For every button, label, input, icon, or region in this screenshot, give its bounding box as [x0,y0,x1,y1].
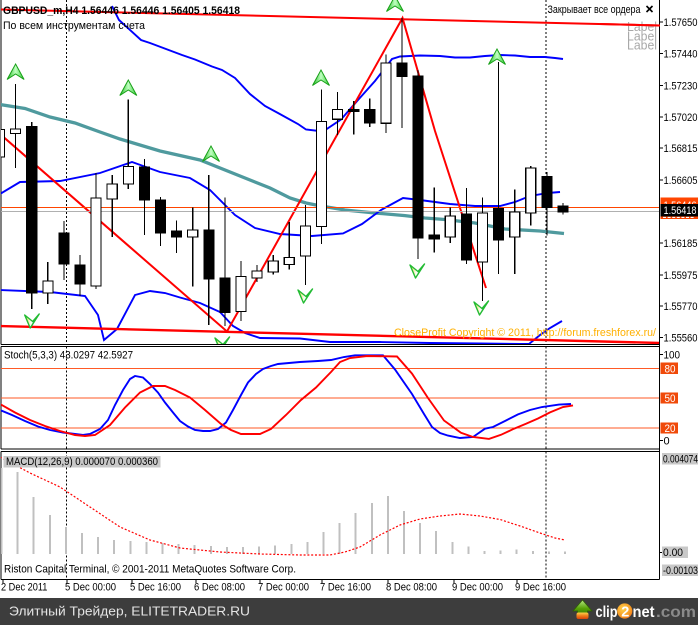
svg-text:1.57650: 1.57650 [664,17,698,29]
svg-text:1.55770: 1.55770 [664,301,698,313]
svg-text:0: 0 [664,436,670,448]
svg-text:clip: clip [596,604,618,621]
svg-text:1.56605: 1.56605 [664,175,698,187]
svg-text:1.56815: 1.56815 [664,143,698,155]
svg-text:5 Dec 00:00: 5 Dec 00:00 [65,582,116,594]
svg-text:Riston Capital Terminal, © 200: Riston Capital Terminal, © 2001-2011 Met… [4,564,296,576]
svg-text:CloseProfit Copyright © 2011,: CloseProfit Copyright © 2011, http://for… [394,327,657,339]
svg-text:.com: .com [656,604,696,621]
svg-text:GBPUSD_m,H4 1.56446 1.56446 1: GBPUSD_m,H4 1.56446 1.56446 1.56405 1.56… [3,5,240,17]
svg-text:1.57440: 1.57440 [664,49,698,61]
svg-text:MACD(12,26,9) 0.000070 0.00036: MACD(12,26,9) 0.000070 0.000360 [6,456,158,468]
svg-text:1.56418: 1.56418 [664,205,697,217]
svg-text:0.004074: 0.004074 [663,454,698,466]
svg-text:20: 20 [665,423,676,435]
svg-text:Элитный Трейдер, ELITETRADER.R: Элитный Трейдер, ELITETRADER.RU [9,605,250,619]
svg-text:50: 50 [665,393,676,405]
svg-text:1.57230: 1.57230 [664,80,698,92]
svg-text:net: net [633,604,656,621]
svg-text:5 Dec 16:00: 5 Dec 16:00 [130,582,181,594]
svg-text:Label: Label [627,39,657,53]
svg-text:2: 2 [621,605,629,621]
svg-text:Label: Label [627,29,657,43]
svg-text:-0.00103: -0.00103 [663,565,698,577]
svg-text:0.00: 0.00 [663,547,683,559]
svg-text:1.57020: 1.57020 [664,112,698,124]
svg-text:2 Dec 2011: 2 Dec 2011 [1,582,47,594]
svg-text:7 Dec 16:00: 7 Dec 16:00 [320,582,371,594]
svg-text:100: 100 [664,350,681,362]
svg-text:8 Dec 08:00: 8 Dec 08:00 [386,582,437,594]
svg-text:80: 80 [665,363,676,375]
svg-text:9 Dec 00:00: 9 Dec 00:00 [452,582,503,594]
svg-text:9 Dec 16:00: 9 Dec 16:00 [515,582,566,594]
svg-text:1.55560: 1.55560 [664,333,698,345]
svg-text:По всем инструментам счета: По всем инструментам счета [3,20,146,32]
svg-text:6 Dec 08:00: 6 Dec 08:00 [194,582,245,594]
svg-text:Stoch(5,3,3) 43.0297 42.5927: Stoch(5,3,3) 43.0297 42.5927 [4,350,133,362]
svg-text:1.56185: 1.56185 [664,238,698,250]
svg-text:1.55975: 1.55975 [664,270,698,282]
svg-text:7 Dec 00:00: 7 Dec 00:00 [258,582,309,594]
svg-text:Label: Label [627,20,657,34]
svg-text:Закрывает все ордера: Закрывает все ордера [548,4,642,16]
